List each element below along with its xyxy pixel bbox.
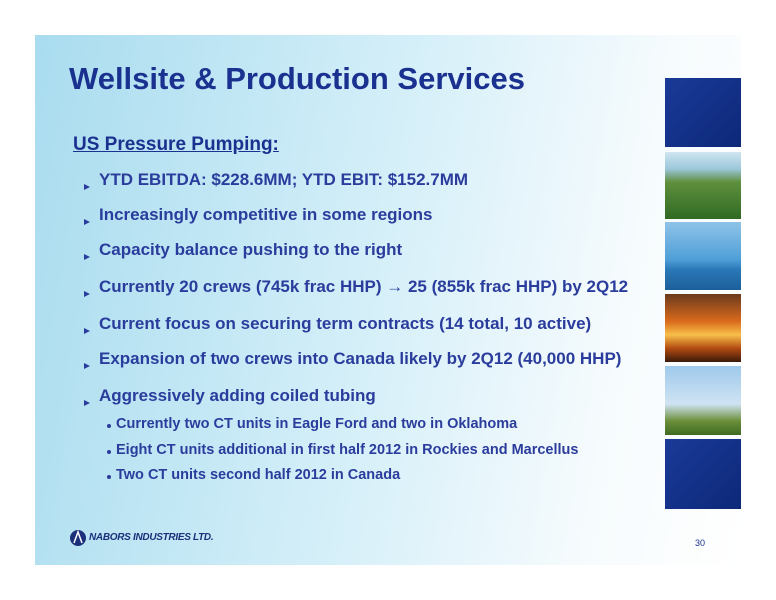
bullet-marker bbox=[83, 248, 91, 260]
bullet-marker bbox=[83, 178, 91, 190]
photo-tile bbox=[665, 152, 741, 219]
photo-tile bbox=[665, 294, 741, 362]
bullet-text: Aggressively adding coiled tubing bbox=[99, 386, 376, 405]
sub-bullet-text: Two CT units second half 2012 in Canada bbox=[116, 467, 401, 483]
photo-tile bbox=[665, 222, 741, 290]
page-number: 30 bbox=[695, 538, 706, 548]
bullet-marker bbox=[83, 285, 91, 297]
sub-bullet-dot bbox=[107, 424, 111, 428]
sub-bullet-text: Eight CT units additional in first half … bbox=[116, 442, 579, 458]
sub-bullet-text: Currently two CT units in Eagle Ford and… bbox=[116, 416, 518, 432]
photo-tile bbox=[665, 366, 741, 435]
bullet-marker bbox=[83, 213, 91, 225]
blue-tile bbox=[665, 439, 741, 509]
logo-icon bbox=[70, 529, 86, 546]
footer-logo: NABORS INDUSTRIES LTD. bbox=[89, 532, 214, 543]
bullet-text: Capacity balance pushing to the right bbox=[99, 240, 403, 259]
bullet-marker bbox=[83, 394, 91, 406]
bullet-text: YTD EBITDA: $228.6MM; YTD EBIT: $152.7MM bbox=[99, 170, 469, 189]
bullet-text: Expansion of two crews into Canada likel… bbox=[99, 349, 622, 368]
bullet-text: Increasingly competitive in some regions bbox=[99, 205, 433, 224]
sub-bullet-dot bbox=[107, 475, 111, 479]
section-heading: US Pressure Pumping: bbox=[73, 134, 279, 155]
blue-tile bbox=[665, 78, 741, 147]
bullet-marker bbox=[83, 322, 91, 334]
bullet-text: Currently 20 crews (745k frac HHP) → 25 … bbox=[99, 277, 629, 296]
sub-bullet-dot bbox=[107, 450, 111, 454]
bullet-marker bbox=[83, 357, 91, 369]
slide: Wellsite & Production Services US Pressu… bbox=[35, 35, 741, 565]
bullet-text: Current focus on securing term contracts… bbox=[99, 314, 592, 333]
slide-title: Wellsite & Production Services bbox=[69, 61, 525, 96]
